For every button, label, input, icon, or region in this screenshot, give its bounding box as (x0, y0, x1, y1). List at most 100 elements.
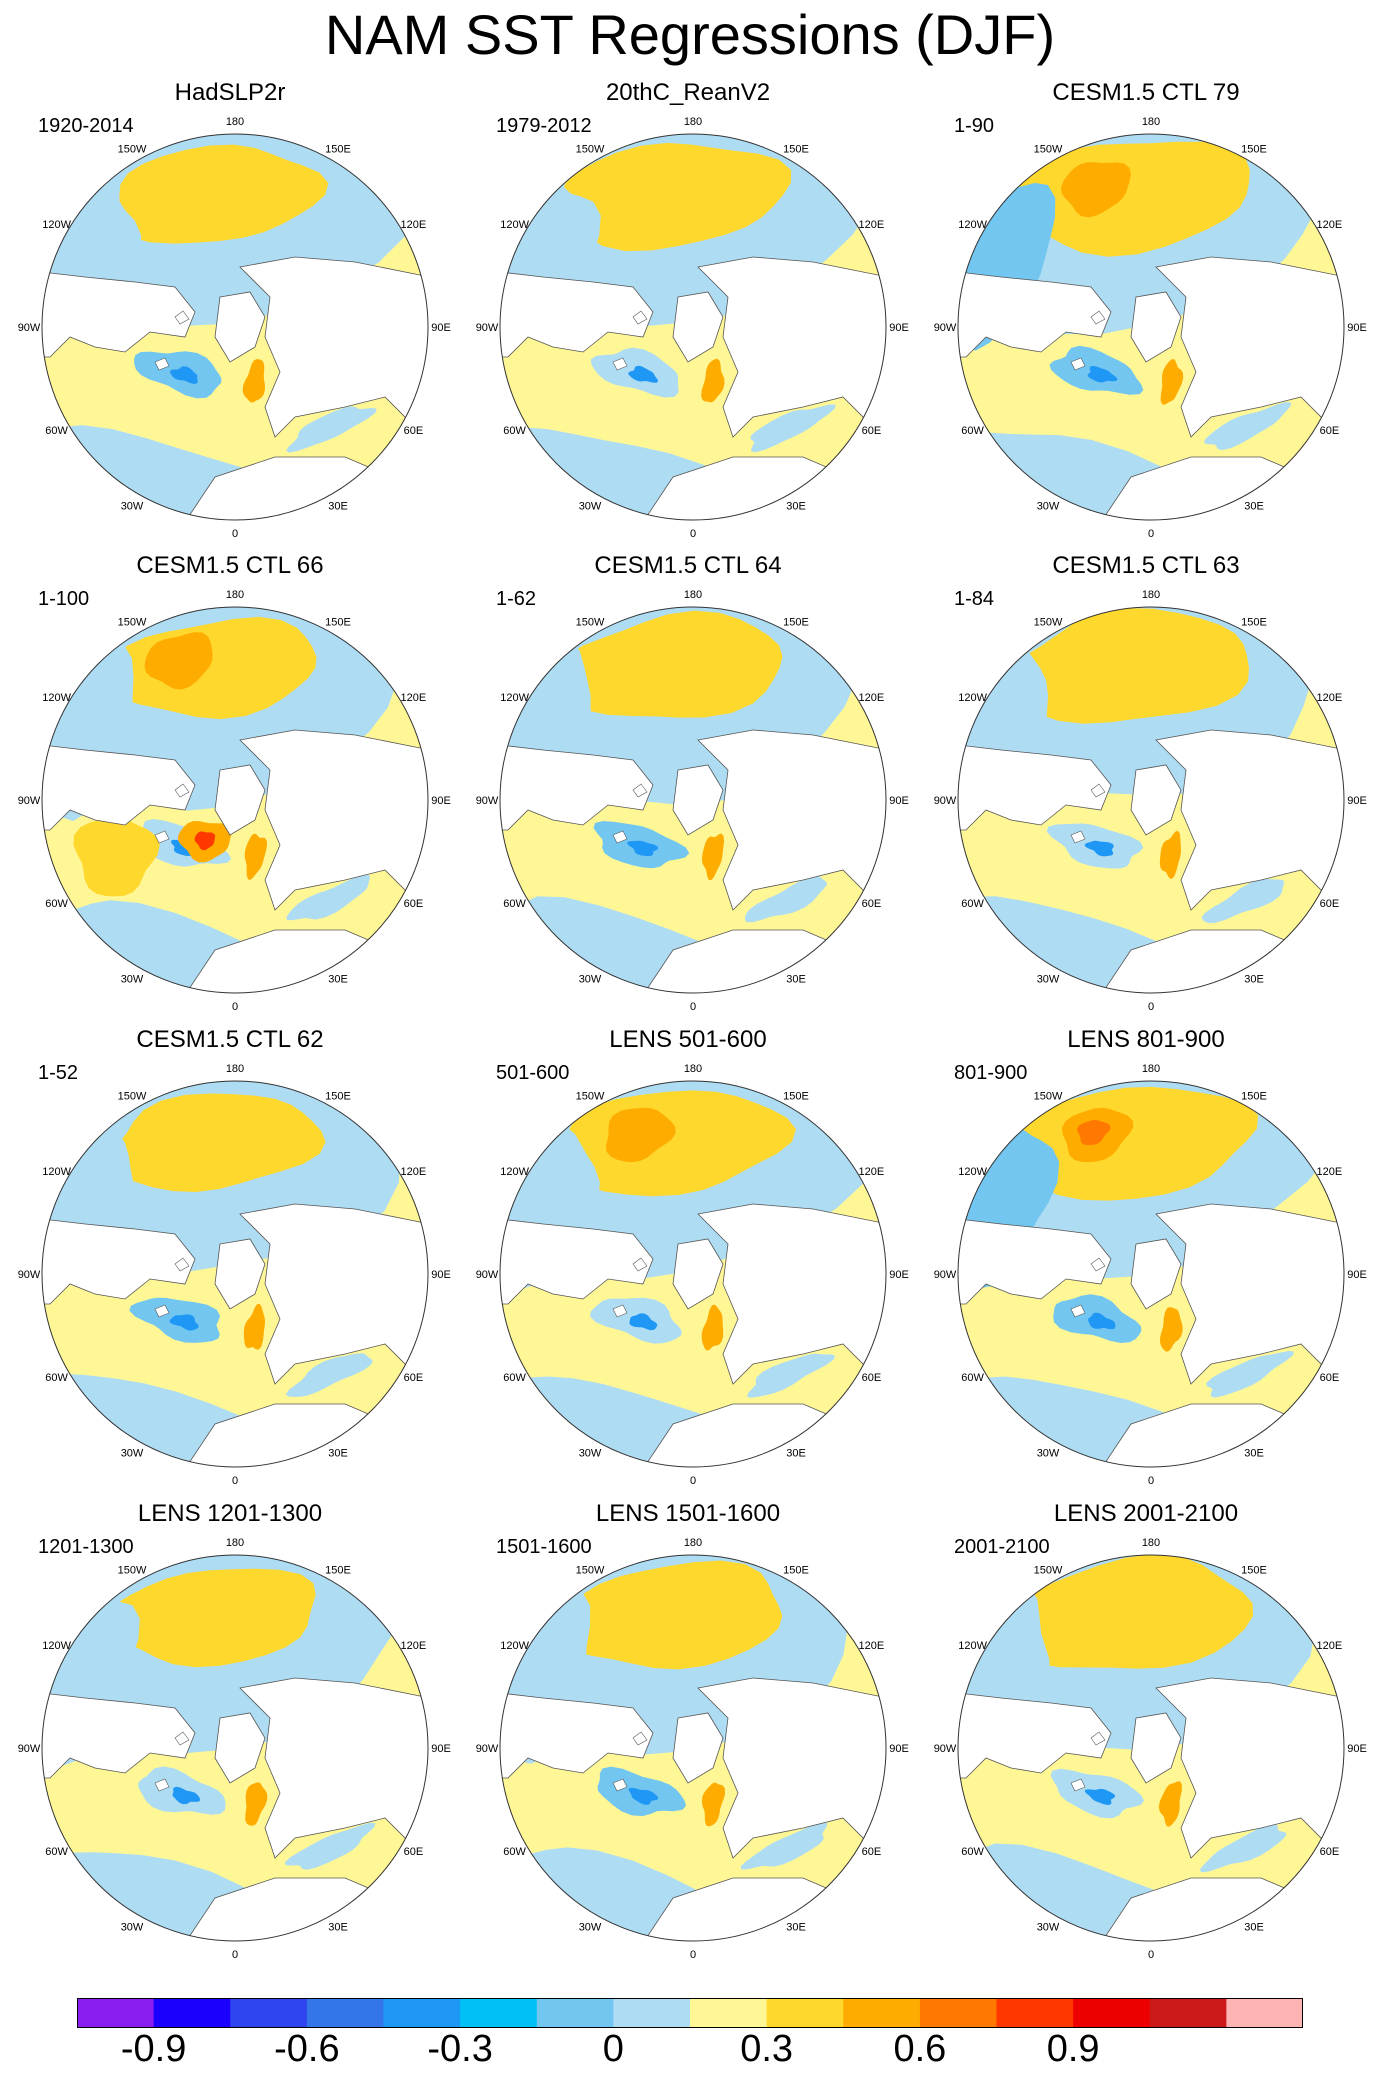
land-mask (500, 271, 654, 358)
longitude-label: 120W (42, 1166, 71, 1178)
longitude-label: 60E (1320, 1846, 1340, 1858)
map-boundary (957, 133, 1345, 521)
sst-positive-region (557, 610, 783, 718)
longitude-label: 90E (889, 322, 909, 334)
longitude-label: 150W (118, 617, 147, 629)
longitude-label: 150W (118, 144, 147, 156)
sst-negative-region (42, 1373, 348, 1467)
sst-positive-core (1159, 830, 1181, 879)
polar-map: 180 150E 120E 90E 60E 30E 0 30W 60W 90W 120W 150W (18, 116, 451, 540)
sst-positive-core (1160, 358, 1184, 405)
land-mask (214, 291, 266, 363)
polar-map: 180 150E 120E 90E 60E 30E 0 30W 60W 90W 120W 150W (476, 589, 909, 1013)
sst-negative-region (962, 896, 1275, 993)
land-mask (42, 1218, 196, 1305)
map-panel: HadSLP2r 180 150E 120E 90E 60E 30E 0 30W 60W 90W 12… (0, 75, 460, 550)
map-panel: CESM1.5 CTL 66 180 150E 120E 90E 60E 30E 0 30W 60… (0, 548, 460, 1023)
land-mask (1130, 764, 1182, 836)
land-mask (1130, 291, 1182, 363)
longitude-label: 30E (786, 500, 806, 512)
coastline (1070, 357, 1086, 371)
longitude-label: 180 (226, 1537, 244, 1549)
coastline (1090, 310, 1106, 325)
sst-negative-core (1088, 1312, 1116, 1330)
longitude-label: 120W (42, 1640, 71, 1652)
coastline (154, 1778, 170, 1792)
sst-negative-region (286, 874, 370, 921)
map-boundary (499, 1080, 887, 1468)
land-mask (239, 1677, 428, 1869)
map-panel: LENS 2001-2100 180 150E 120E 90E 60E 30E 0 30W 60… (916, 1496, 1376, 1971)
longitude-label: 180 (226, 589, 244, 601)
land-mask (1130, 1712, 1182, 1784)
longitude-label: 120E (401, 692, 427, 704)
sst-negative-core (1087, 365, 1118, 383)
longitude-label: 120W (42, 219, 71, 231)
land-mask (500, 1218, 654, 1305)
map-panel: LENS 501-600 180 150E 120E 90E 60E 30E 0 30W 60W 9… (458, 1022, 918, 1497)
longitude-label: 0 (232, 528, 238, 540)
colorbar-swatch (1149, 1998, 1227, 2028)
sst-negative-region (500, 1376, 794, 1467)
panel-title: CESM1.5 CTL 64 (594, 552, 782, 579)
sst-negative-region (284, 1822, 376, 1870)
sst-negative-core (628, 1787, 659, 1805)
longitude-label: 150E (783, 617, 809, 629)
map-panel: LENS 1501-1600 180 150E 120E 90E 60E 30E 0 30W 60… (458, 1496, 918, 1971)
sst-positive-peak (194, 831, 216, 851)
longitude-label: 90W (476, 322, 499, 334)
longitude-label: 150E (1241, 144, 1267, 156)
longitude-label: 180 (684, 116, 702, 128)
panel-period: 1-100 (38, 588, 90, 610)
sst-positive-region (111, 1093, 326, 1192)
colorbar-swatch (230, 1998, 308, 2028)
longitude-label: 30E (786, 1921, 806, 1933)
colorbar-swatch (613, 1998, 691, 2028)
map-panel: LENS 801-900 180 150E 120E 90E 60E 30E 0 30W 60W 9… (916, 1022, 1376, 1497)
map-boundary (41, 1080, 429, 1468)
map-panel: CESM1.5 CTL 64 180 150E 120E 90E 60E 30E 0 30W 60… (458, 548, 918, 1023)
panel-period: 1201-1300 (38, 1536, 134, 1558)
polar-map: 180 150E 120E 90E 60E 30E 0 30W 60W 90W 120W 150W (934, 589, 1367, 1013)
longitude-label: 30W (1037, 1447, 1060, 1459)
longitude-label: 120W (958, 219, 987, 231)
land-mask (672, 1238, 724, 1310)
colorbar-tick-label: -0.9 (120, 2028, 187, 2070)
sst-positive-region (560, 142, 792, 252)
longitude-label: 150E (1241, 617, 1267, 629)
longitude-label: 120E (859, 692, 885, 704)
longitude-label: 150W (576, 1565, 605, 1577)
panel-title: LENS 1201-1300 (137, 1500, 323, 1527)
longitude-label: 90E (431, 322, 451, 334)
longitude-label: 0 (690, 1475, 696, 1487)
longitude-label: 90W (476, 1269, 499, 1281)
longitude-label: 30W (579, 1447, 602, 1459)
longitude-label: 0 (1148, 1001, 1154, 1013)
map-boundary (499, 133, 887, 521)
longitude-label: 120E (401, 1166, 427, 1178)
longitude-label: 60W (961, 1372, 984, 1384)
land-mask (697, 256, 886, 448)
longitude-label: 120W (958, 1166, 987, 1178)
longitude-label: 120E (859, 219, 885, 231)
coastline (1090, 1257, 1106, 1272)
land-mask (1155, 729, 1344, 921)
land-mask (958, 1692, 1112, 1779)
coastline (612, 357, 628, 371)
coastline (612, 1778, 628, 1792)
longitude-label: 180 (1142, 116, 1160, 128)
land-mask (672, 291, 724, 363)
longitude-label: 60E (404, 1846, 424, 1858)
longitude-label: 60W (503, 1846, 526, 1858)
colorbar-swatch (1073, 1998, 1151, 2028)
sst-negative-region (1201, 879, 1285, 924)
longitude-label: 120W (42, 692, 71, 704)
land-mask (672, 764, 724, 836)
panel-title: HadSLP2r (174, 79, 286, 106)
coastline (174, 1257, 190, 1272)
panel-period: 1-84 (954, 588, 995, 610)
longitude-label: 30E (328, 1921, 348, 1933)
longitude-label: 30W (121, 1447, 144, 1459)
colorbar-frame (77, 1998, 1303, 2028)
sst-negative-core (627, 840, 659, 857)
